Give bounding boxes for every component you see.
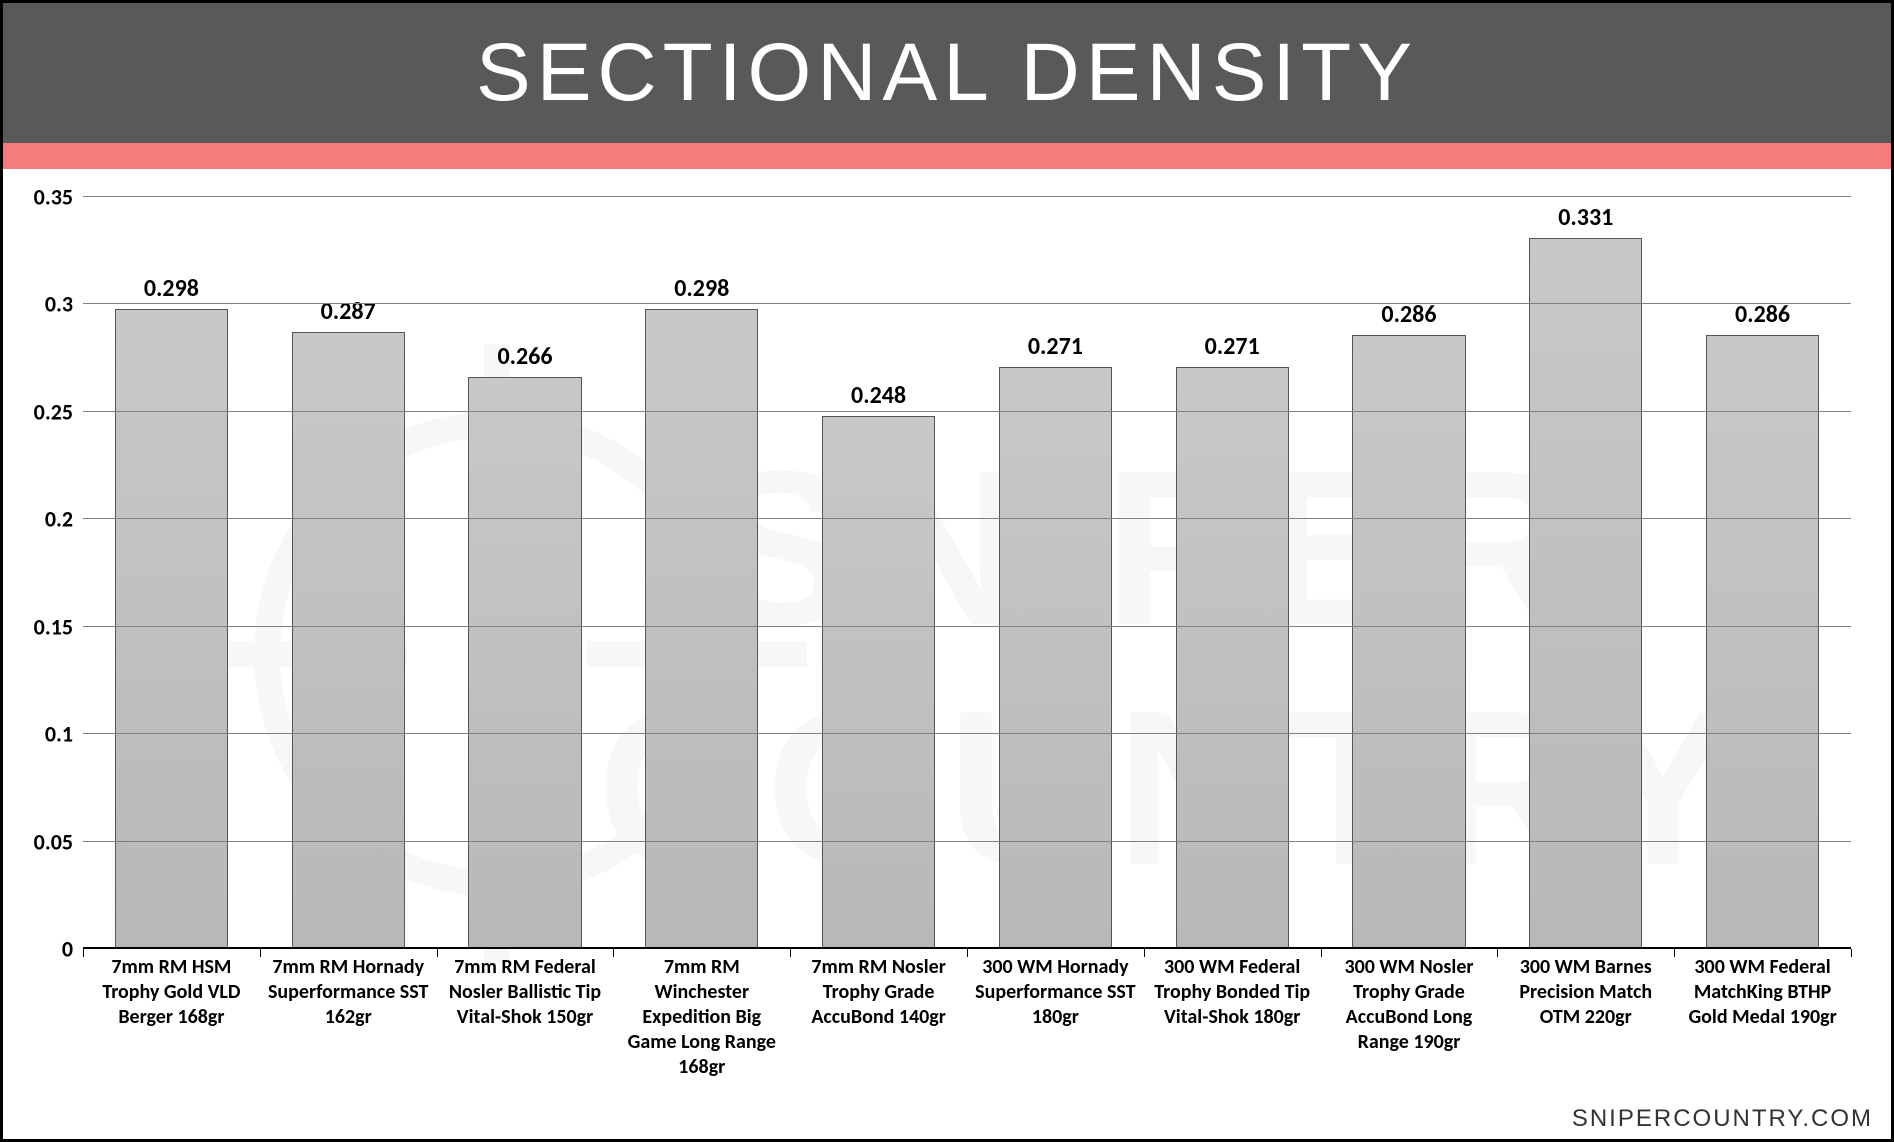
y-axis-label: 0.2 — [45, 506, 73, 533]
grid-line — [83, 196, 1851, 197]
chart-title: SECTIONAL DENSITY — [476, 26, 1418, 120]
grid-line — [83, 841, 1851, 842]
x-axis-label: 7mm RM HSM Trophy Gold VLD Berger 168gr — [83, 951, 260, 1101]
x-axis-label: 300 WM Barnes Precision Match OTM 220gr — [1497, 951, 1674, 1101]
bar — [822, 416, 935, 949]
x-axis-label: 300 WM Hornady Superformance SST 180gr — [967, 951, 1144, 1101]
grid-line — [83, 626, 1851, 627]
accent-bar — [3, 143, 1891, 169]
bar-value-label: 0.287 — [321, 297, 376, 326]
plot-region: 0.298 0.287 0.266 0.298 0.248 0.271 0.271 0.286… — [83, 197, 1851, 949]
bar-value-label: 0.298 — [674, 274, 729, 303]
bar-value-label: 0.298 — [144, 274, 199, 303]
x-axis-label: 7mm RM Nosler Trophy Grade AccuBond 140g… — [790, 951, 967, 1101]
bars-group: 0.298 0.287 0.266 0.298 0.248 0.271 0.271 0.286… — [83, 197, 1851, 949]
y-axis-label: 0 — [62, 936, 73, 963]
grid-line — [83, 411, 1851, 412]
bar-value-label: 0.248 — [851, 381, 906, 410]
bar-slot: 0.298 — [613, 197, 790, 949]
y-axis-label: 0.3 — [45, 291, 73, 318]
y-axis-label: 0.1 — [45, 721, 73, 748]
y-axis-label: 0.15 — [34, 613, 73, 640]
x-tick — [1851, 949, 1852, 957]
x-axis-label: 300 WM Federal Trophy Bonded Tip Vital-S… — [1144, 951, 1321, 1101]
bar-slot: 0.266 — [437, 197, 614, 949]
grid-line — [83, 947, 1851, 949]
x-axis-label: 300 WM Nosler Trophy Grade AccuBond Long… — [1321, 951, 1498, 1101]
attribution-text: SNIPERCOUNTRY.COM — [1572, 1105, 1873, 1133]
bar-slot: 0.271 — [1144, 197, 1321, 949]
bar-slot: 0.298 — [83, 197, 260, 949]
bar-slot: 0.331 — [1497, 197, 1674, 949]
bar-value-label: 0.271 — [1028, 332, 1083, 361]
bar-slot: 0.286 — [1321, 197, 1498, 949]
x-axis-label: 300 WM Federal MatchKing BTHP Gold Medal… — [1674, 951, 1851, 1101]
bar — [1352, 335, 1465, 949]
title-bar: SECTIONAL DENSITY — [3, 3, 1891, 143]
bar — [292, 332, 405, 949]
grid-line — [83, 518, 1851, 519]
bar — [468, 377, 581, 949]
x-axis-label: 7mm RM Federal Nosler Ballistic Tip Vita… — [437, 951, 614, 1101]
bar — [999, 367, 1112, 949]
chart-area: SNIPER COUNTRY 0.2980.2870.2660.2980.248… — [3, 169, 1891, 1139]
bar-value-label: 0.266 — [497, 342, 552, 371]
x-axis-label: 7mm RM Winchester Expedition Big Game Lo… — [613, 951, 790, 1101]
y-axis-label: 0.25 — [34, 398, 73, 425]
bar — [1529, 238, 1642, 949]
bar — [1176, 367, 1289, 949]
bar — [1706, 335, 1819, 949]
bar — [645, 309, 758, 949]
bar-slot: 0.271 — [967, 197, 1144, 949]
bar-value-label: 0.271 — [1205, 332, 1260, 361]
chart-container: SECTIONAL DENSITY SNIPER COUNTRY 0.2980.… — [0, 0, 1894, 1142]
grid-line — [83, 303, 1851, 304]
bar-slot: 0.287 — [260, 197, 437, 949]
y-axis-label: 0.35 — [34, 184, 73, 211]
y-axis-label: 0.05 — [34, 828, 73, 855]
bar-slot: 0.286 — [1674, 197, 1851, 949]
x-labels-group: 7mm RM HSM Trophy Gold VLD Berger 168gr7… — [83, 951, 1851, 1101]
grid-line — [83, 733, 1851, 734]
bar-slot: 0.248 — [790, 197, 967, 949]
bar — [115, 309, 228, 949]
bar-value-label: 0.331 — [1558, 203, 1613, 232]
x-axis-label: 7mm RM Hornady Superformance SST 162gr — [260, 951, 437, 1101]
